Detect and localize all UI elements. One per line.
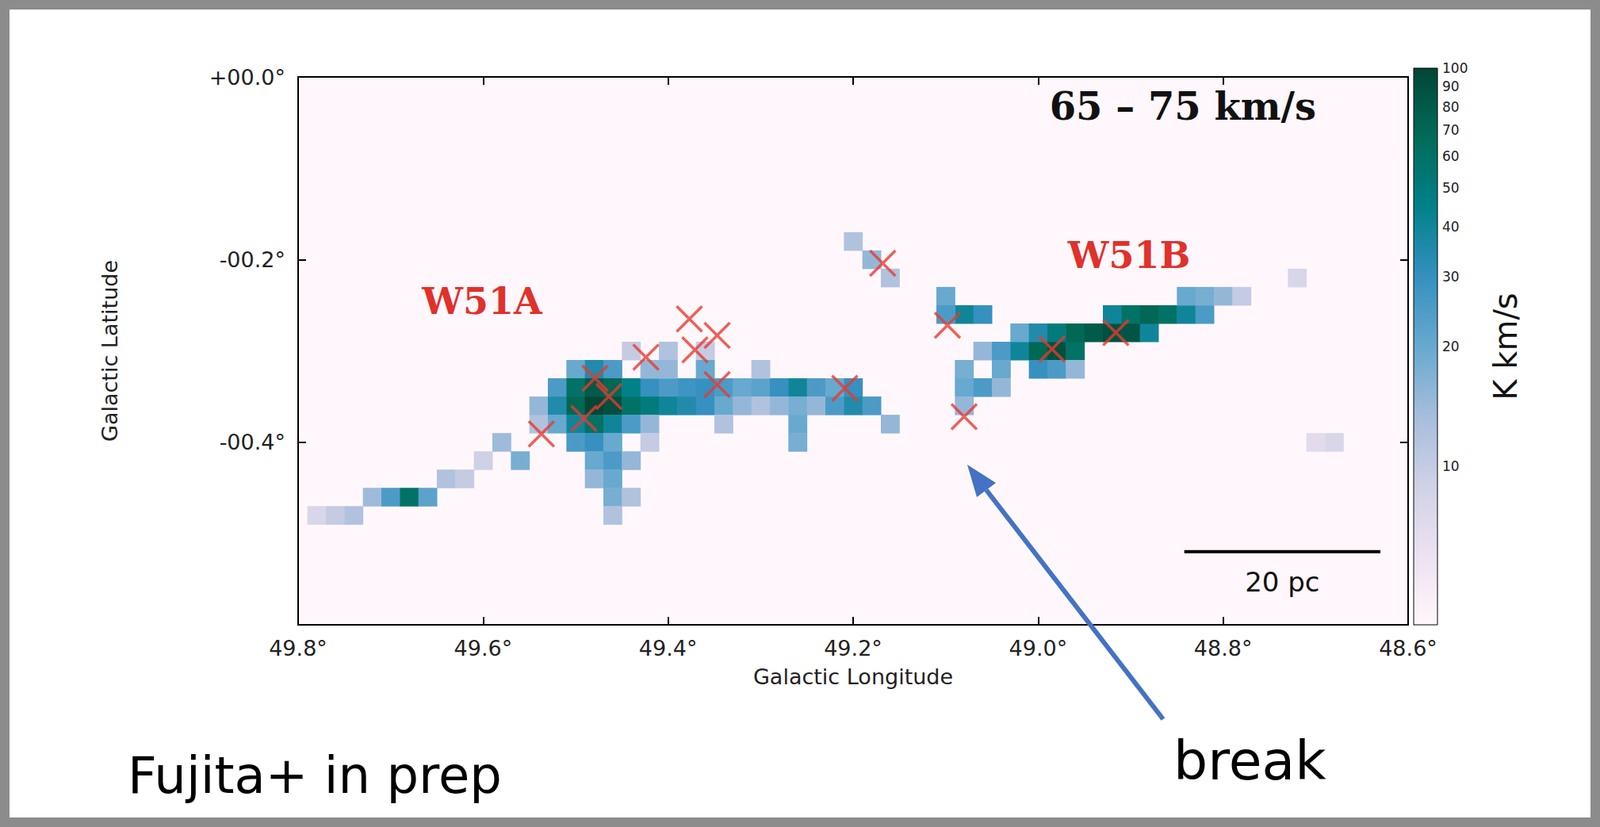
svg-text:Fujita+ in prep: Fujita+ in prep <box>127 746 502 805</box>
svg-text:-00.4°: -00.4° <box>219 429 286 455</box>
svg-text:48.6°: 48.6° <box>1378 635 1438 661</box>
svg-text:50: 50 <box>1442 179 1460 196</box>
svg-text:60: 60 <box>1442 148 1460 165</box>
svg-text:Galactic Latitude: Galactic Latitude <box>97 260 123 442</box>
svg-text:70: 70 <box>1442 122 1460 138</box>
svg-text:-00.2°: -00.2° <box>219 247 286 272</box>
svg-text:80: 80 <box>1442 99 1460 115</box>
svg-text:100: 100 <box>1442 60 1468 77</box>
svg-text:40: 40 <box>1442 218 1460 235</box>
svg-text:49.8°: 49.8° <box>268 635 328 661</box>
svg-text:48.8°: 48.8° <box>1194 635 1253 661</box>
svg-text:49.0°: 49.0° <box>1009 635 1068 661</box>
svg-text:49.2°: 49.2° <box>823 635 883 661</box>
svg-text:Galactic Longitude: Galactic Longitude <box>753 664 954 689</box>
svg-text:49.4°: 49.4° <box>639 635 698 661</box>
svg-text:20 pc: 20 pc <box>1244 566 1320 598</box>
svg-text:20: 20 <box>1442 338 1460 355</box>
svg-text:K km/s: K km/s <box>1487 292 1524 400</box>
svg-text:49.6°: 49.6° <box>454 635 513 661</box>
svg-text:10: 10 <box>1442 458 1460 475</box>
svg-text:90: 90 <box>1442 78 1460 95</box>
svg-text:break: break <box>1173 729 1327 793</box>
svg-text:W51B: W51B <box>1067 233 1191 277</box>
svg-text:W51A: W51A <box>421 279 544 323</box>
svg-text:65 – 75 km/s: 65 – 75 km/s <box>1049 84 1317 129</box>
svg-text:30: 30 <box>1442 268 1460 285</box>
svg-text:+00.0°: +00.0° <box>209 65 286 90</box>
